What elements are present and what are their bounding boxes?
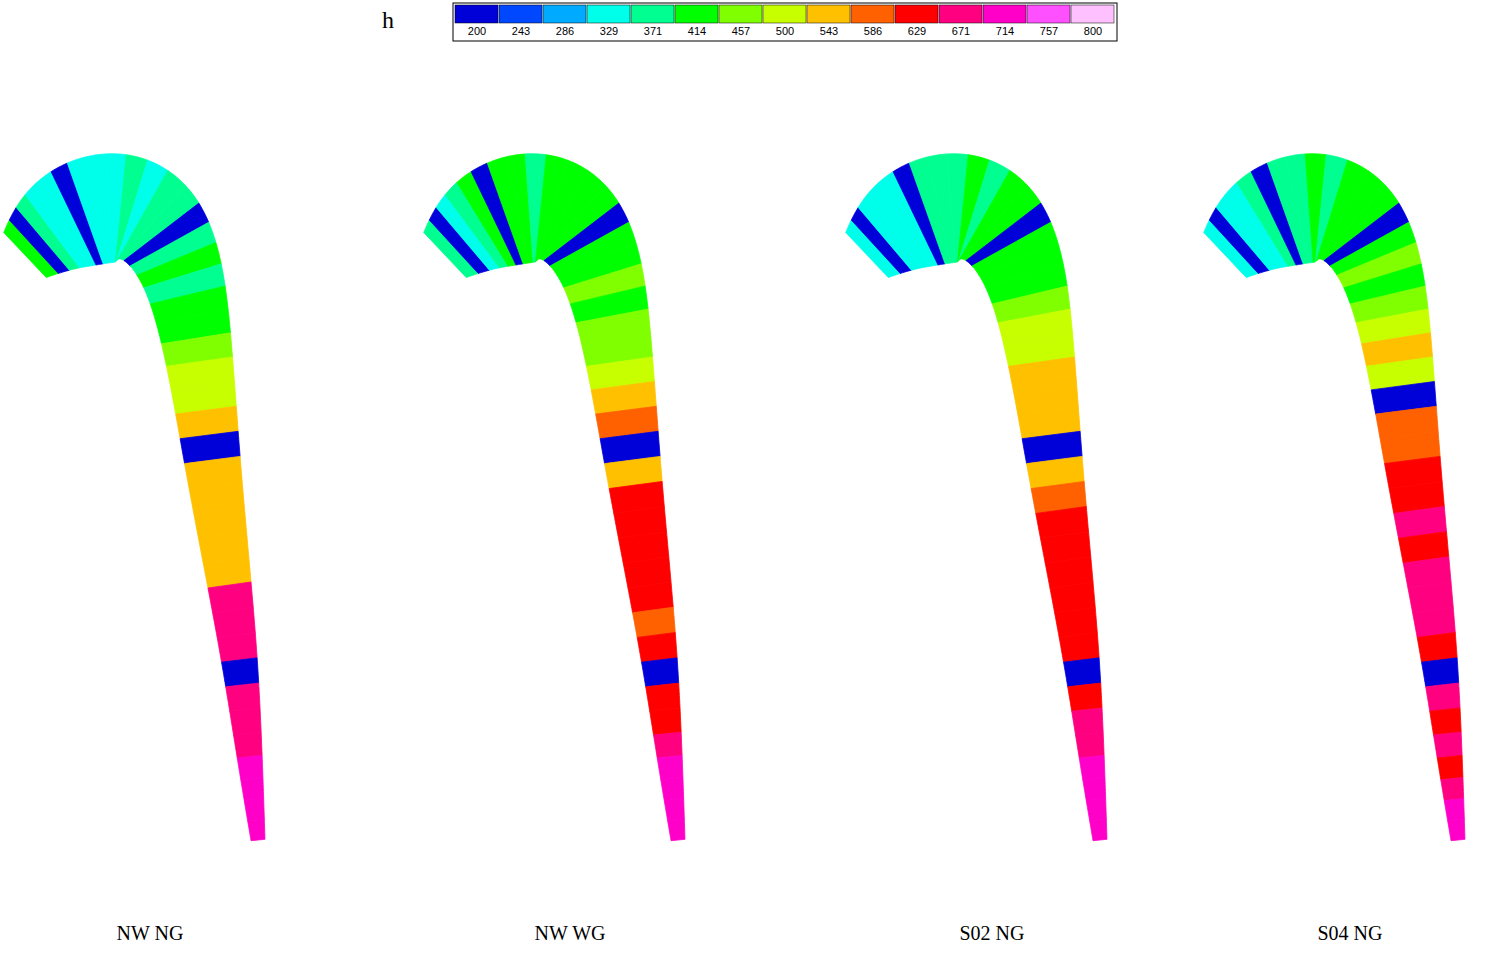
heatmap-cell [1430,708,1461,735]
colorbar-tick-label: 586 [864,25,882,37]
heatmap-cell [241,777,264,800]
colorbar-tick-label: 414 [688,25,706,37]
heatmap-cell [230,708,261,735]
heatmap-cell [1417,633,1457,663]
colorbar-tick-label: 286 [556,25,574,37]
colorbar-swatch [587,5,630,23]
heatmap-cell [1090,819,1107,841]
colorbar-swatch [675,5,718,23]
heatmap-cell [234,732,263,758]
heatmap-cell [248,819,265,841]
heatmap-cell [244,799,264,821]
heatmap-cell [661,777,684,800]
heatmap-cell [1059,633,1099,663]
panel-label: S04 NG [1317,922,1382,944]
heatmap-cell [217,633,257,663]
panel-label: NW NG [117,922,184,944]
heatmap-cell [1076,732,1105,758]
panel-label: NW WG [535,922,606,944]
heatmap-cell [1086,799,1106,821]
colorbar-swatch [851,5,894,23]
heatmap-cell [226,683,260,711]
colorbar-swatch [1027,5,1070,23]
heatmap-cell [657,755,683,779]
heatmap-cell [1422,658,1459,687]
colorbar: 200 243 286 329 371 414 457 500 543 586 629 671 714 7… [382,3,1117,41]
colorbar-tick-label: 329 [600,25,618,37]
colorbar-swatch [499,5,542,23]
colorbar-swatch [763,5,806,23]
colorbar-tick-label: 500 [776,25,794,37]
heatmap-cell [1448,819,1465,841]
colorbar-swatch [719,5,762,23]
colorbar-tick-label: 629 [908,25,926,37]
colorbar-swatch [895,5,938,23]
heatmap-cell [1444,799,1464,821]
colorbar-tick-label: 543 [820,25,838,37]
colorbar-tick-label: 800 [1084,25,1102,37]
panel: NW WG [424,154,685,944]
panel-label: S02 NG [959,922,1024,944]
colorbar-swatch [455,5,498,23]
colorbar-swatch [631,5,674,23]
heatmap-cell [633,607,676,637]
heatmap-cell [1068,683,1102,711]
heatmap-cell [646,683,680,711]
colorbar-swatch [983,5,1026,23]
colorbar-swatch [1071,5,1114,23]
heatmap-cell [222,658,259,687]
colorbar-swatch [939,5,982,23]
colorbar-frame [453,3,1117,41]
colorbar-tick-label: 371 [644,25,662,37]
heatmap-cells [1204,154,1465,841]
heatmap-cell [1426,683,1460,711]
heatmap-cell [1064,658,1101,687]
heatmap-cell [668,819,685,841]
heatmap-cell [664,799,684,821]
heatmap-cell [1055,607,1098,637]
panel: S02 NG [846,154,1107,944]
chart: 200 243 286 329 371 414 457 500 543 586 629 671 714 7… [0,0,1501,979]
heatmap-cells [846,154,1107,841]
heatmap-cells [424,154,685,841]
heatmap-cell [1072,708,1103,735]
colorbar-title: h [382,7,394,33]
heatmap-cell [1083,777,1106,800]
heatmap-cell [237,755,263,779]
heatmap-cell [1413,607,1456,637]
heatmap-cell [637,633,677,663]
heatmap-cell [1079,755,1105,779]
heatmap-cell [1434,732,1463,758]
heatmap-cell [642,658,679,687]
colorbar-swatch [807,5,850,23]
heatmap-cell [1437,755,1463,779]
colorbar-tick-label: 457 [732,25,750,37]
heatmap-cell [213,607,256,637]
colorbar-tick-label: 671 [952,25,970,37]
colorbar-tick-label: 714 [996,25,1014,37]
panel: S04 NG [1204,154,1465,944]
panel: NW NG [4,154,265,944]
colorbar-swatch [543,5,586,23]
colorbar-tick-label: 243 [512,25,530,37]
heatmap-cell [1441,777,1464,800]
heatmap-cells [4,154,265,841]
heatmap-cell [654,732,683,758]
heatmap-cell [650,708,681,735]
colorbar-tick-label: 757 [1040,25,1058,37]
colorbar-tick-label: 200 [468,25,486,37]
